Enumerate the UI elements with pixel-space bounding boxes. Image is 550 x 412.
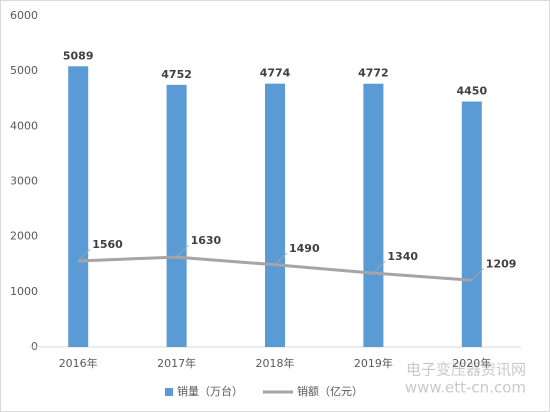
y-tick-label: 4000 <box>10 119 38 132</box>
line-value-label: 1340 <box>387 250 418 263</box>
x-tick-label: 2018年 <box>256 356 295 370</box>
bar <box>166 84 187 348</box>
bar-value-label: 4772 <box>358 67 389 80</box>
bar-value-label: 4774 <box>260 67 291 80</box>
y-tick-label: 6000 <box>10 9 38 22</box>
y-tick-label: 1000 <box>10 285 38 298</box>
bar <box>461 101 482 347</box>
leader-line <box>373 260 386 274</box>
legend-label: 销量（万台） <box>177 384 243 398</box>
y-tick-label: 2000 <box>10 230 38 243</box>
leader-line <box>274 252 288 266</box>
leader-line <box>471 268 485 281</box>
bar-value-label: 4450 <box>456 85 487 98</box>
legend-label: 销额（亿元） <box>297 384 363 398</box>
line-value-label: 1560 <box>92 238 123 251</box>
line-value-label: 1209 <box>486 257 517 270</box>
x-tick-label: 2020年 <box>452 356 491 370</box>
legend-swatch <box>165 388 173 396</box>
bar-value-label: 5089 <box>63 49 94 62</box>
watermark-name: 电子变压器资讯网 <box>406 361 526 379</box>
x-tick-label: 2016年 <box>59 356 98 370</box>
line <box>78 255 472 282</box>
bar <box>265 83 285 347</box>
line-value-label: 1630 <box>191 234 222 247</box>
x-tick-label: 2017年 <box>157 356 196 370</box>
leader-line <box>176 244 189 258</box>
line-value-label: 1490 <box>289 242 320 255</box>
bar-value-label: 4752 <box>161 68 192 81</box>
bar <box>363 83 384 348</box>
y-tick-label: 3000 <box>10 175 38 188</box>
bar <box>68 66 89 347</box>
x-tick-label: 2019年 <box>354 356 393 370</box>
leader-line <box>77 248 91 262</box>
watermark-url: www.ett-cn.com <box>405 379 526 397</box>
y-tick-label: 5000 <box>10 64 38 77</box>
